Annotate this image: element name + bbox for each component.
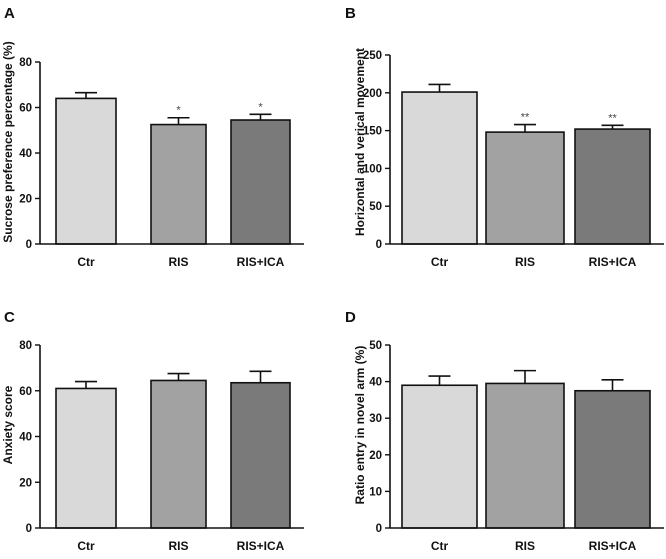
y-tick-label: 40 xyxy=(369,377,382,389)
bar-ctr xyxy=(401,384,478,529)
y-tick-label: 60 xyxy=(19,103,32,115)
panel-b: B Horizontal and verical movement Ctr ** RIS… xyxy=(345,5,664,269)
y-tick-label: 20 xyxy=(19,477,32,489)
x-tick-label: RIS xyxy=(168,539,188,553)
y-axis-label: Ratio entry in novel arm (%) xyxy=(353,346,367,505)
x-tick-label: Ctr xyxy=(77,539,95,553)
bar-ris-ica xyxy=(230,119,291,245)
y-tick-label: 20 xyxy=(369,450,382,462)
x-tick-label: Ctr xyxy=(77,255,95,269)
y-tick-label: 10 xyxy=(369,486,382,498)
y-tick-label: 250 xyxy=(363,50,382,62)
bar-ctr xyxy=(401,91,478,245)
y-tick-label: 40 xyxy=(19,432,32,444)
y-axis-label: Anxiety score xyxy=(1,385,15,464)
bar-ctr xyxy=(55,387,117,529)
y-tick-label: 50 xyxy=(369,201,382,213)
bar-ris-ica xyxy=(230,381,291,529)
y-tick-label: 0 xyxy=(26,239,32,251)
y-tick-label: 80 xyxy=(19,340,32,352)
y-tick-label: 80 xyxy=(19,57,32,69)
x-tick-label: RIS+ICA xyxy=(589,539,637,553)
y-tick-label: 30 xyxy=(369,413,382,425)
x-tick-label: RIS+ICA xyxy=(237,539,285,553)
bar-ris xyxy=(150,123,207,245)
significance-marker: ** xyxy=(608,112,617,124)
y-tick-label: 0 xyxy=(26,523,32,535)
y-tick-label: 0 xyxy=(376,523,382,535)
bar-ris xyxy=(485,382,565,529)
bar-ris-ica xyxy=(574,128,651,245)
x-tick-label: RIS xyxy=(515,255,535,269)
x-tick-label: Ctr xyxy=(431,539,449,553)
x-tick-label: RIS xyxy=(168,255,188,269)
y-tick-label: 150 xyxy=(363,126,382,138)
bar-ris xyxy=(150,379,207,529)
y-axis-label: Horizontal and verical movement xyxy=(353,48,367,236)
y-tick-label: 200 xyxy=(363,88,382,100)
y-axis-label: Sucrose preference percentage (%) xyxy=(1,41,15,242)
significance-marker: * xyxy=(258,101,263,113)
x-tick-label: RIS xyxy=(515,539,535,553)
panel-label: C xyxy=(4,309,15,326)
y-tick-label: 100 xyxy=(363,163,382,175)
y-tick-label: 40 xyxy=(19,148,32,160)
y-tick-label: 0 xyxy=(376,239,382,251)
bar-ris-ica xyxy=(574,389,651,529)
bar-ctr xyxy=(55,97,117,245)
bar-ris xyxy=(485,131,565,245)
panel-label: A xyxy=(4,5,15,22)
y-tick-label: 20 xyxy=(19,194,32,206)
panel-d: D Ratio entry in novel arm (%) Ctr RIS RIS+I… xyxy=(345,309,664,553)
y-tick-label: 50 xyxy=(369,340,382,352)
panel-label: B xyxy=(345,5,356,22)
y-tick-label: 60 xyxy=(19,386,32,398)
x-tick-label: RIS+ICA xyxy=(237,255,285,269)
significance-marker: ** xyxy=(521,112,530,124)
panel-a: A Sucrose preference percentage (%) Ctr * RI… xyxy=(1,5,304,269)
x-tick-label: Ctr xyxy=(431,255,449,269)
x-tick-label: RIS+ICA xyxy=(589,255,637,269)
panel-label: D xyxy=(345,309,356,326)
significance-marker: * xyxy=(176,105,181,117)
panel-c: C Anxiety score Ctr RIS RIS+ICA 0 20 40 60 80 xyxy=(1,309,304,553)
